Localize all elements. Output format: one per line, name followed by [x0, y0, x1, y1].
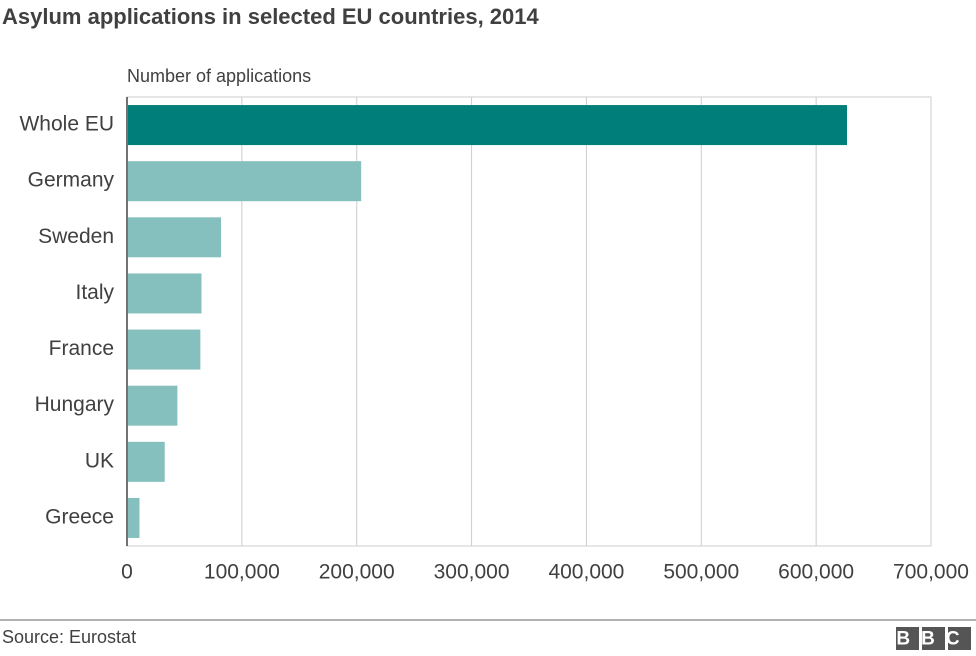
bar: [128, 161, 362, 202]
bar: [128, 105, 848, 146]
logo: BBC: [896, 627, 971, 650]
x-tick-label: 200,000: [319, 561, 395, 584]
x-tick-label: 500,000: [663, 561, 739, 584]
bar: [128, 217, 222, 258]
x-tick-label: 400,000: [548, 561, 624, 584]
bar: [128, 497, 140, 538]
x-tick-label: 700,000: [893, 561, 969, 584]
y-tick-label: France: [49, 337, 114, 360]
bar: [128, 329, 201, 370]
axis-label: Number of applications: [127, 66, 311, 86]
logo-text: BBC: [896, 629, 970, 650]
chart-title: Asylum applications in selected EU count…: [2, 4, 540, 29]
y-tick-label: Whole EU: [19, 113, 114, 136]
y-tick-label: Sweden: [38, 225, 114, 248]
y-tick-label: Greece: [45, 505, 114, 528]
x-tick-label: 0: [121, 561, 133, 584]
y-tick-label: Hungary: [35, 393, 115, 416]
y-tick-label: Italy: [75, 281, 114, 304]
x-tick-label: 100,000: [204, 561, 280, 584]
bar: [128, 441, 165, 482]
bar: [128, 273, 202, 314]
x-tick-label: 300,000: [434, 561, 510, 584]
y-tick-label: Germany: [28, 169, 115, 192]
bar: [128, 385, 178, 426]
y-tick-label: UK: [85, 449, 114, 472]
source: Source: Eurostat: [2, 627, 136, 647]
x-tick-label: 600,000: [778, 561, 854, 584]
